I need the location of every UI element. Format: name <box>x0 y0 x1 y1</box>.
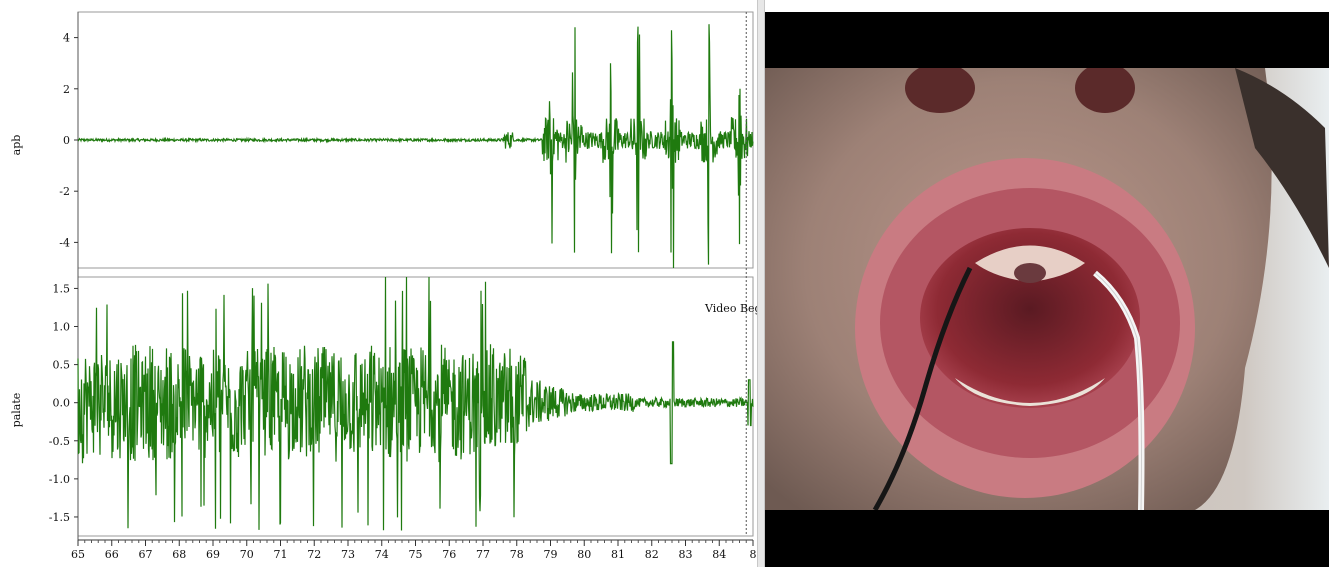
x-tick-label: 84 <box>712 548 726 561</box>
palate-series-line <box>77 276 754 531</box>
x-tick-label: 82 <box>645 548 659 561</box>
signal-plot-pane: -4 -2 0 2 4 1.5 1.0 0.5 0.0 -0.5 -1.0 -1.5 65 66 67 68 6… <box>10 11 762 561</box>
video-frame-image <box>765 68 1329 510</box>
x-tick-label: 79 <box>544 548 558 561</box>
apb-y-tick-label: -4 <box>59 236 70 249</box>
x-tick-label: 76 <box>442 548 456 561</box>
apb-y-tick-label: 0 <box>63 134 70 147</box>
x-tick-label: 69 <box>206 548 220 561</box>
x-tick-label: 8 <box>750 548 757 561</box>
x-tick-label: 75 <box>409 548 423 561</box>
palate-y-tick-label: 1.5 <box>53 282 71 295</box>
x-tick-label: 80 <box>577 548 591 561</box>
x-tick-label: 74 <box>375 548 389 561</box>
x-tick-label: 65 <box>71 548 85 561</box>
x-tick-label: 70 <box>240 548 254 561</box>
x-tick-label: 78 <box>510 548 524 561</box>
palate-y-tick-label: 0.5 <box>53 359 71 372</box>
x-tick-label: 73 <box>341 548 355 561</box>
apb-y-tick-label: 2 <box>63 83 70 96</box>
apb-y-tick-label: -2 <box>59 185 70 198</box>
x-tick-label: 83 <box>679 548 693 561</box>
x-tick-label: 77 <box>476 548 490 561</box>
palate-y-tick-label: -1.5 <box>49 511 70 524</box>
x-tick-label: 72 <box>307 548 321 561</box>
pane-splitter[interactable] <box>757 0 765 567</box>
palate-axis-label: palate <box>10 393 23 428</box>
palate-y-tick-label: 1.0 <box>53 321 71 334</box>
apb-series-line <box>77 24 754 269</box>
open-mouth-image <box>765 68 1329 510</box>
x-tick-label: 71 <box>274 548 288 561</box>
x-tick-label: 66 <box>105 548 119 561</box>
apb-y-tick-label: 4 <box>63 32 70 45</box>
x-tick-label: 68 <box>172 548 186 561</box>
palate-y-tick-label: -0.5 <box>49 435 70 448</box>
apb-axis-label: apb <box>10 135 23 156</box>
x-tick-label: 81 <box>611 548 625 561</box>
palate-y-tick-label: 0.0 <box>53 397 71 410</box>
x-tick-label: 67 <box>139 548 153 561</box>
signal-plot: -4 -2 0 2 4 1.5 1.0 0.5 0.0 -0.5 -1.0 -1.5 65 66 67 68 6… <box>10 11 762 561</box>
palate-y-tick-label: -1.0 <box>49 473 70 486</box>
video-begin-label: Video Beg <box>704 302 757 315</box>
video-frame <box>765 12 1329 567</box>
